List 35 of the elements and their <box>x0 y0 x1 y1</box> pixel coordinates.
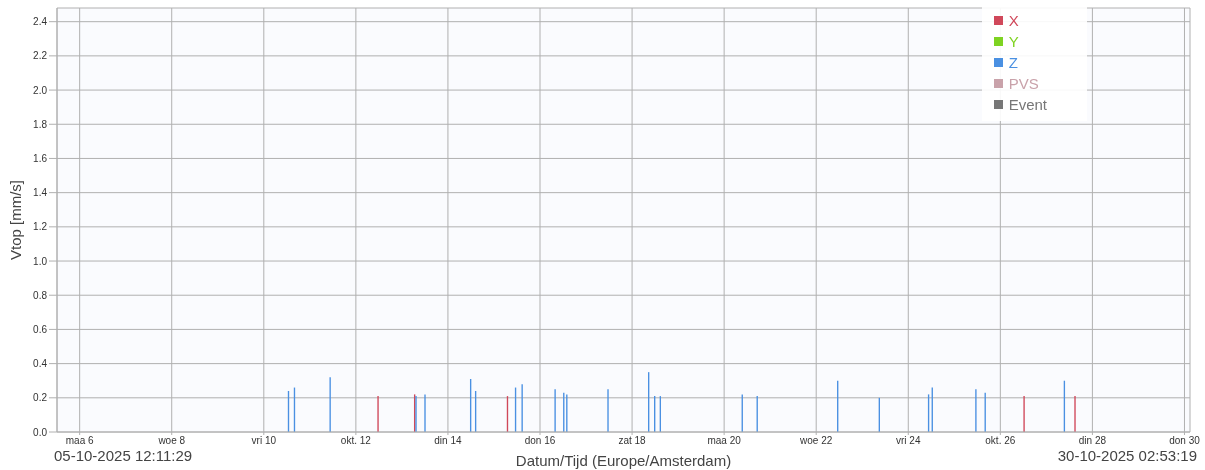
y-tick-label: 1.8 <box>33 118 48 130</box>
legend-label: PVS <box>1008 74 1039 93</box>
y-tick-label: 2.4 <box>33 16 48 28</box>
x-tick-label: okt. 26 <box>985 435 1016 447</box>
x-axis-title: Datum/Tijd (Europe/Amsterdam) <box>515 452 732 469</box>
x-tick-label: din 14 <box>434 435 462 447</box>
x-tick-label: maa 20 <box>707 435 742 447</box>
text: 30-10-2025 02:53:19 <box>1057 447 1197 465</box>
y-tick-label: 0.6 <box>33 323 48 335</box>
text: 05-10-2025 12:11:29 <box>54 447 193 465</box>
y-tick-label: 0.0 <box>33 426 48 438</box>
x-tick-label: okt. 12 <box>340 435 372 447</box>
x-tick-label: vri 24 <box>896 435 921 447</box>
x-tick-label: vri 10 <box>251 435 277 447</box>
legend-label: X <box>1008 11 1019 30</box>
x-tick-label: don 16 <box>524 435 556 447</box>
legend-label: Event <box>1008 95 1047 114</box>
x-tick-label: woe 22 <box>799 435 833 447</box>
y-tick-label: 0.2 <box>33 392 48 404</box>
x-tick-label: maa 6 <box>65 435 94 447</box>
x-tick-label: woe 8 <box>157 435 186 447</box>
x-tick-label: zat 18 <box>618 435 647 447</box>
legend-label: Y <box>1008 32 1019 51</box>
y-tick-label: 1.2 <box>33 221 48 233</box>
y-tick-label: 2.0 <box>33 84 48 96</box>
y-tick-label: 2.2 <box>33 50 48 62</box>
y-axis-title: Vtop [mm/s] <box>7 179 25 261</box>
x-tick-label: din 28 <box>1078 435 1107 447</box>
y-tick-label: 0.8 <box>33 289 48 301</box>
y-tick-label: 0.4 <box>33 358 48 370</box>
x-tick-label: don 30 <box>1169 435 1201 447</box>
y-tick-label: 1.0 <box>33 255 48 267</box>
legend-label: Z <box>1008 53 1018 72</box>
y-tick-label: 1.6 <box>33 153 48 164</box>
y-tick-label: 1.4 <box>33 187 48 199</box>
